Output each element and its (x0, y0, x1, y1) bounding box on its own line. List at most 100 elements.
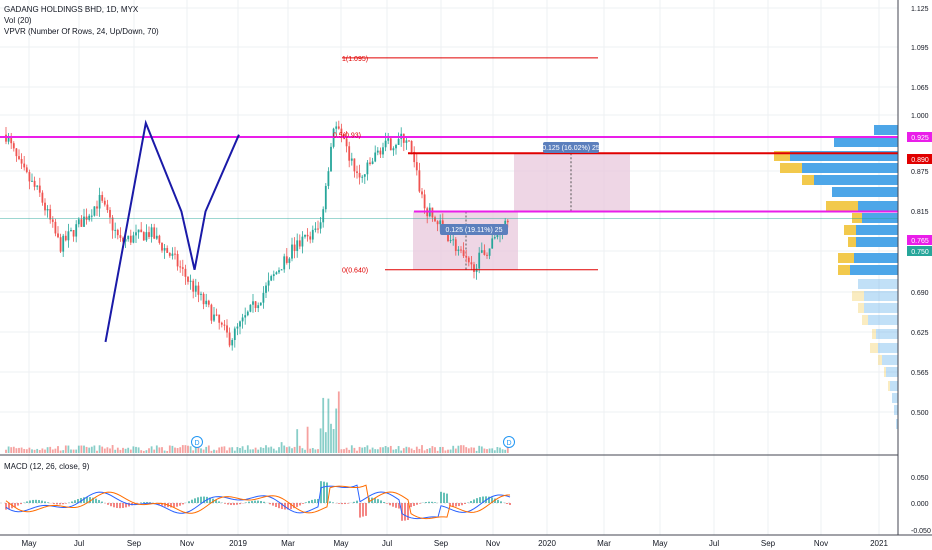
candle-body (317, 228, 319, 230)
price-badge-label: 0.925 (911, 135, 929, 142)
candle-body (382, 147, 384, 155)
measure-box-2 (514, 153, 630, 212)
macd-histogram-bar (38, 500, 40, 503)
macd-histogram-bar (47, 502, 49, 503)
macd-histogram-bar (8, 503, 10, 510)
volume-bar (278, 447, 280, 453)
macd-histogram-bar (119, 503, 121, 509)
candle-body (12, 143, 15, 149)
volume-bar (28, 447, 31, 453)
volume-bar (111, 445, 114, 453)
macd-histogram-bar (218, 501, 220, 503)
volume-bar (392, 449, 395, 453)
candle-body (363, 174, 366, 177)
volume-bar (504, 449, 507, 453)
candle-body (197, 285, 200, 295)
candle-body (270, 276, 273, 281)
macd-histogram-bar (251, 500, 253, 503)
candle-body (106, 204, 109, 210)
candle-body (379, 150, 382, 155)
price-badge-label: 0.750 (911, 249, 929, 256)
candle-body (7, 137, 10, 142)
volume-indicator-label[interactable]: Vol (20) (4, 16, 32, 25)
volume-bar (109, 448, 111, 453)
volume-bar (64, 445, 67, 453)
candle-body (218, 314, 221, 323)
volume-bar (358, 446, 361, 453)
vp-up-bar (892, 393, 898, 403)
candle-body (155, 235, 158, 239)
volume-bar (343, 449, 345, 453)
volume-bar (317, 449, 319, 453)
macd-histogram-bar (389, 503, 391, 506)
candle-body (122, 237, 124, 242)
macd-histogram-bar (302, 503, 304, 504)
candle-body (161, 242, 163, 251)
y-tick-label: 1.125 (911, 6, 929, 13)
macd-histogram-bar (158, 503, 160, 505)
candle-body (309, 236, 312, 240)
macd-legend: MACD (12, 26, close, 9) (4, 461, 89, 472)
candle-body (41, 192, 44, 203)
candle-body (127, 235, 130, 240)
candle-body (369, 162, 371, 164)
candle-body (418, 170, 421, 192)
macd-histogram-bar (212, 498, 214, 503)
candle-body (158, 235, 161, 243)
vp-up-bar (856, 225, 898, 235)
vp-down-bar (780, 163, 802, 173)
volume-bar (54, 448, 57, 453)
volume-bar (62, 450, 65, 453)
candle-body (345, 138, 348, 147)
volume-bar (291, 448, 293, 453)
candle-body (376, 150, 379, 153)
candle-body (98, 194, 101, 209)
volume-bar (345, 447, 348, 453)
x-tick-label: Sep (127, 539, 142, 548)
volume-bar (38, 450, 41, 453)
candle-body (395, 144, 397, 149)
candle-body (348, 146, 351, 161)
candle-body (371, 161, 374, 164)
macd-histogram-bar (56, 503, 58, 505)
x-tick-label: Jul (382, 539, 392, 548)
macd-histogram-bar (224, 503, 226, 504)
volume-bar (192, 450, 195, 453)
volume-bar (348, 449, 351, 453)
candle-body (5, 134, 7, 142)
macd-histogram-bar (200, 496, 202, 503)
macd-histogram-bar (254, 500, 256, 503)
volume-bar (239, 447, 241, 453)
vp-up-bar (854, 253, 898, 263)
macd-indicator-label[interactable]: MACD (12, 26, close, 9) (4, 462, 90, 471)
candle-body (311, 229, 314, 240)
candle-body (75, 224, 78, 237)
volume-bar (293, 446, 296, 453)
volume-bar (181, 445, 184, 453)
macd-histogram-bar (491, 497, 493, 503)
x-tick-label: 2019 (229, 539, 247, 548)
symbol-title[interactable]: GADANG HOLDINGS BHD, 1D, MYX (4, 5, 139, 14)
volume-bar (96, 450, 98, 453)
candle-body (421, 191, 423, 195)
candle-body (171, 253, 174, 256)
candle-body (109, 209, 111, 218)
candle-body (49, 209, 52, 220)
macd-histogram-bar (194, 498, 196, 503)
volume-bar (363, 447, 366, 453)
vp-up-bar (864, 291, 898, 301)
macd-histogram-bar (44, 501, 46, 503)
candle-body (179, 266, 182, 268)
dividend-marker (191, 436, 203, 448)
candle-body (80, 219, 83, 227)
vpvr-indicator-label[interactable]: VPVR (Number Of Rows, 24, Up/Down, 70) (4, 27, 159, 36)
volume-bar (228, 447, 231, 453)
candle-body (140, 229, 143, 233)
candle-body (252, 301, 254, 305)
macd-histogram-bar (161, 503, 163, 506)
volume-bar (447, 449, 449, 453)
volume-bar (272, 448, 275, 453)
volume-bar (174, 447, 176, 453)
macd-histogram-bar (32, 499, 34, 503)
